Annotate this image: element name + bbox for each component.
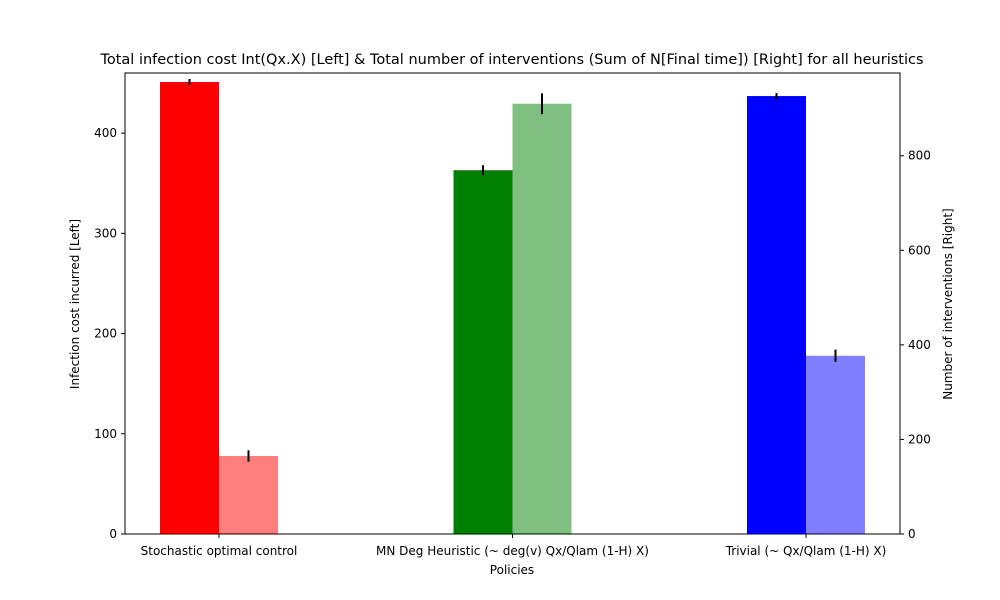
left-y-tick-label: 0	[109, 527, 117, 541]
left-y-tick-label: 100	[94, 427, 117, 441]
left-y-tick-label: 200	[94, 327, 117, 341]
interventions-bar-1	[512, 103, 572, 534]
bars-layer	[160, 79, 865, 535]
interventions-bar-2	[806, 355, 865, 534]
x-tick-label: Stochastic optimal control	[141, 544, 298, 558]
left-y-axis-label: Infection cost incurred [Left]	[68, 219, 82, 389]
infection-cost-bar-0	[160, 82, 219, 534]
right-y-tick-label: 200	[908, 432, 931, 446]
right-y-tick-label: 600	[908, 243, 931, 257]
left-y-tick-label: 300	[94, 226, 117, 240]
infection-cost-bar-1	[453, 170, 513, 534]
left-y-tick-label: 400	[94, 126, 117, 140]
axes-layer: 0 100 200 300 400 0 200 400 600 800 Stochastic opt…	[94, 72, 931, 558]
right-y-tick-label: 400	[908, 338, 931, 352]
x-tick-label: MN Deg Heuristic (~ deg(v) Qx/Qlam (1-H)…	[376, 544, 649, 558]
right-y-axis-label: Number of interventions [Right]	[941, 208, 955, 399]
infection-cost-bar-2	[747, 96, 806, 535]
chart-title: Total infection cost Int(Qx.X) [Left] & …	[99, 52, 923, 68]
right-y-tick-label: 0	[908, 527, 916, 541]
x-tick-label: Trivial (~ Qx/Qlam (1-H) X)	[725, 544, 887, 558]
interventions-bar-0	[219, 455, 278, 534]
x-axis-label: Policies	[490, 563, 534, 577]
right-y-tick-label: 800	[908, 149, 931, 163]
